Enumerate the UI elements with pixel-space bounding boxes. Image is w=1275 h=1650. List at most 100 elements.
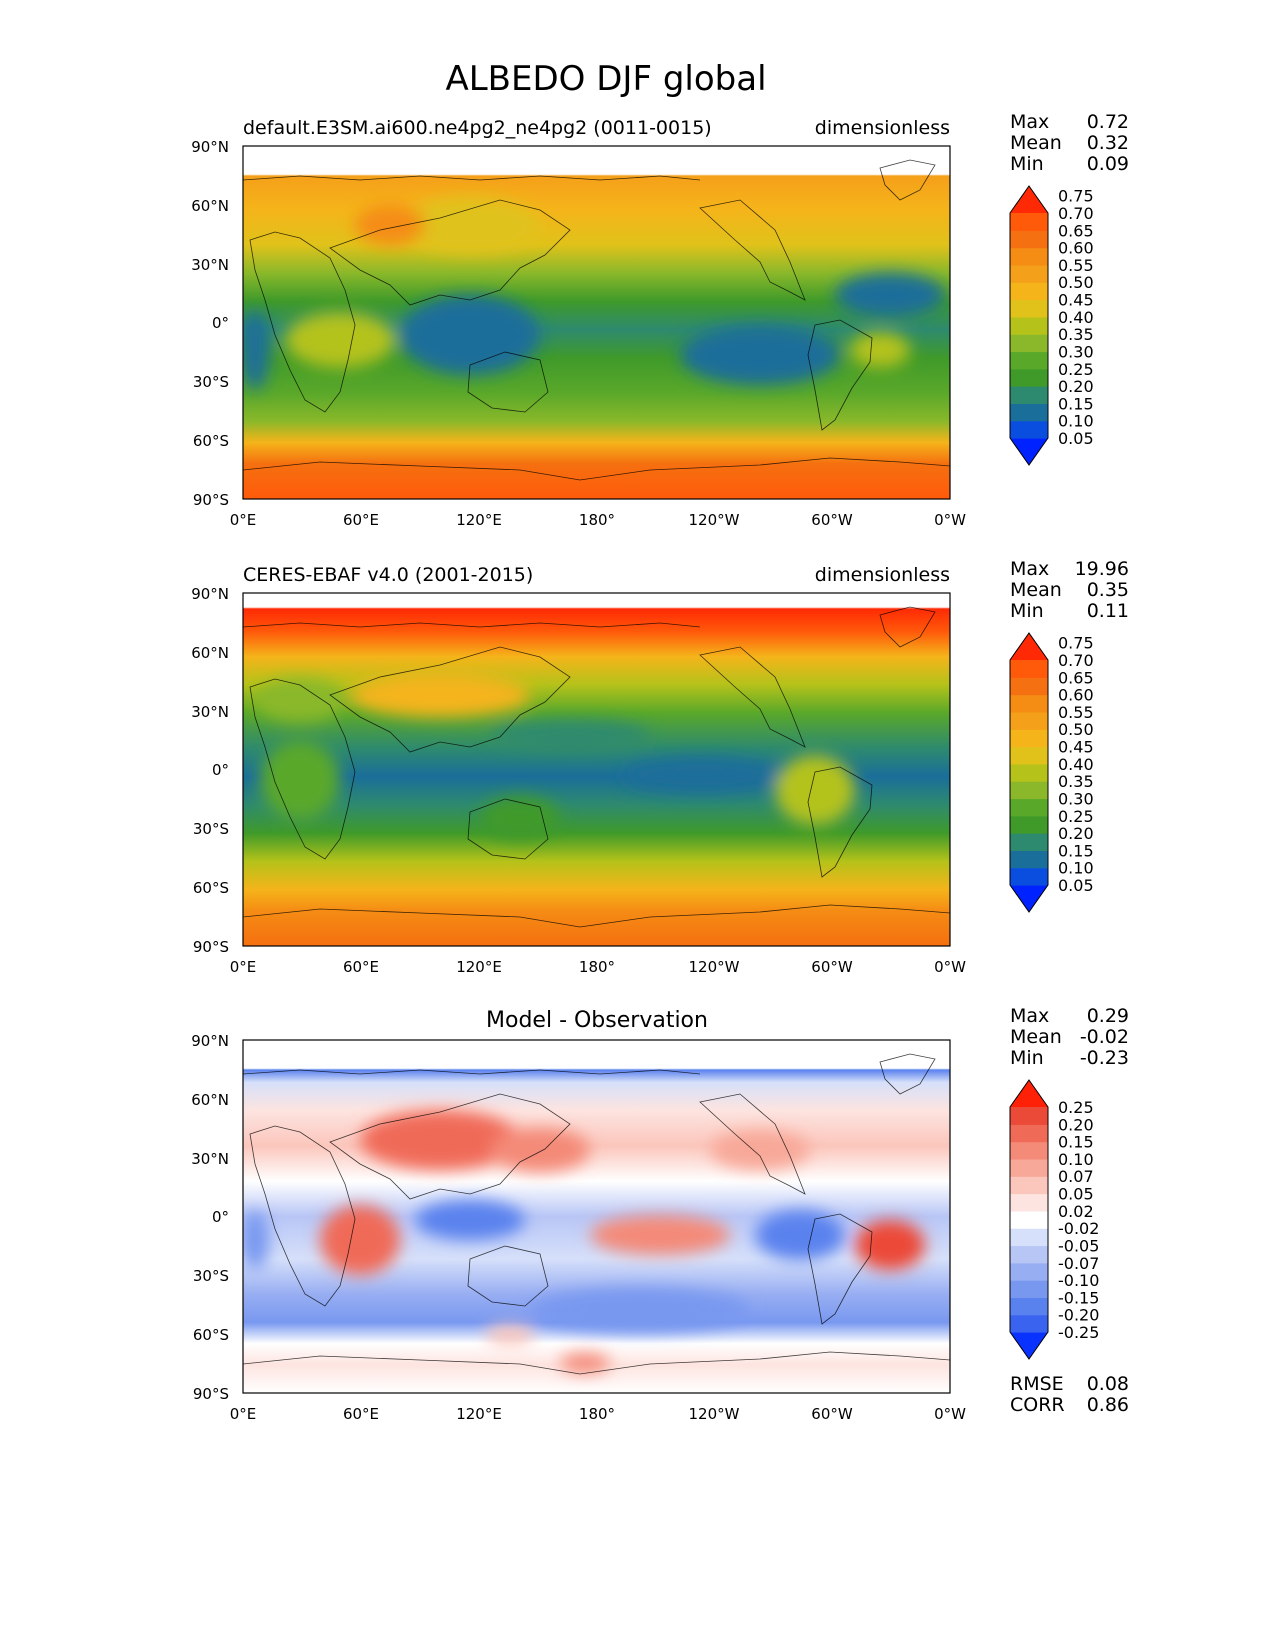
lat-tick-label: 30°N: [191, 256, 229, 274]
panel-test-lat-axis: 90°N 60°N 30°N 0° 30°S 60°S 90°S: [191, 138, 229, 509]
colorbar-segment: [1010, 711, 1048, 730]
colorbar-segment: [1010, 1314, 1048, 1333]
lon-tick-label: 60°E: [343, 958, 379, 976]
panel-difference-lat-axis: 90°N 60°N 30°N 0° 30°S 60°S 90°S: [191, 1032, 229, 1403]
lon-tick-label: 0°W: [934, 1405, 966, 1423]
colorbar-tick-label: 0.30: [1058, 342, 1094, 361]
colorbar-segment: [1010, 1245, 1048, 1264]
colorbar-tick-label: 0.20: [1058, 377, 1094, 396]
colorbar-tick-label: -0.07: [1058, 1254, 1099, 1273]
colorbar-tick-label: -0.10: [1058, 1271, 1099, 1290]
panel-test-colorbar: 0.050.100.150.200.250.300.350.400.450.50…: [1009, 185, 1094, 466]
colorbar-segment: [1010, 815, 1048, 834]
panel-reference-stats: Max 19.96 Mean 0.35 Min 0.11: [1010, 558, 1129, 622]
colorbar-tick-label: 0.75: [1058, 187, 1094, 206]
colorbar-extend-min: [1010, 438, 1048, 465]
colorbar-segment: [1010, 1176, 1048, 1195]
lat-tick-label: 90°N: [191, 138, 229, 156]
colorbar-segment: [1010, 247, 1048, 266]
colorbar-segment: [1010, 299, 1048, 318]
lat-tick-label: 90°S: [193, 1385, 229, 1403]
colorbar-tick-label: 0.35: [1058, 325, 1094, 344]
panel-difference-extra-stats: RMSE 0.08 CORR 0.86: [1010, 1373, 1129, 1416]
colorbar-tick-label: 0.10: [1058, 412, 1094, 431]
stat-value: -0.23: [1080, 1047, 1129, 1069]
colorbar-tick-label: 0.20: [1058, 1115, 1094, 1134]
lat-tick-label: 90°S: [193, 938, 229, 956]
colorbar-tick-label: -0.15: [1058, 1288, 1099, 1307]
panel-test: default.E3SM.ai600.ne4pg2_ne4pg2 (0011-0…: [191, 111, 1129, 529]
colorbar-segment: [1010, 763, 1048, 782]
lon-tick-label: 120°W: [689, 1405, 740, 1423]
colorbar-tick-label: 0.10: [1058, 1150, 1094, 1169]
colorbar-tick-label: 0.10: [1058, 859, 1094, 878]
stat-value: 19.96: [1075, 558, 1129, 580]
colorbar-tick-label: 0.30: [1058, 789, 1094, 808]
colorbar-segment: [1010, 351, 1048, 370]
stat-label: Mean: [1010, 1026, 1062, 1048]
panel-difference-coastlines: [243, 1053, 950, 1375]
colorbar-tick-label: 0.05: [1058, 1185, 1094, 1204]
panel-test-stats: Max 0.72 Mean 0.32 Min 0.09: [1010, 111, 1129, 175]
colorbar-segment: [1010, 386, 1048, 404]
panel-reference-frame: [242, 592, 951, 947]
colorbar-tick-label: 0.55: [1058, 256, 1094, 275]
panel-difference-stats: Max 0.29 Mean -0.02 Min -0.23: [1010, 1005, 1129, 1069]
panel-difference: Model - Observation: [191, 1005, 1129, 1423]
colorbar-tick-label: 0.07: [1058, 1167, 1094, 1186]
lat-tick-label: 60°N: [191, 197, 229, 215]
stat-value: 0.29: [1087, 1005, 1129, 1027]
colorbar-segment: [1010, 282, 1048, 301]
lon-tick-label: 60°E: [343, 1405, 379, 1423]
lon-tick-label: 120°W: [689, 511, 740, 529]
colorbar-segment: [1010, 694, 1048, 713]
corr-label: CORR: [1010, 1394, 1065, 1416]
lat-tick-label: 60°S: [193, 879, 229, 897]
panel-test-frame: [242, 145, 951, 500]
colorbar-tick-label: 0.45: [1058, 738, 1094, 757]
lon-tick-label: 60°W: [811, 511, 853, 529]
stat-value: 0.32: [1087, 132, 1129, 154]
colorbar-tick-label: -0.02: [1058, 1219, 1099, 1238]
colorbar-tick-label: 0.15: [1058, 1133, 1094, 1152]
rmse-value: 0.08: [1087, 1373, 1129, 1395]
panel-difference-field-features: [243, 1110, 925, 1373]
colorbar-tick-label: 0.45: [1058, 291, 1094, 310]
colorbar-segment: [1010, 781, 1048, 800]
colorbar-segment: [1010, 1107, 1048, 1125]
lon-tick-label: 120°E: [456, 958, 502, 976]
colorbar-tick-label: -0.25: [1058, 1323, 1099, 1342]
colorbar-segment: [1010, 833, 1048, 851]
panel-reference-colorbar: 0.050.100.150.200.250.300.350.400.450.50…: [1009, 632, 1094, 913]
colorbar-segment: [1010, 867, 1048, 886]
colorbar-segment: [1010, 1158, 1048, 1177]
stat-label: Max: [1010, 111, 1049, 133]
stat-label: Min: [1010, 153, 1044, 175]
lat-tick-label: 90°N: [191, 1032, 229, 1050]
panel-test-map: [243, 146, 950, 499]
colorbar-tick-label: 0.60: [1058, 686, 1094, 705]
corr-value: 0.86: [1087, 1394, 1129, 1416]
colorbar-tick-label: 0.50: [1058, 273, 1094, 292]
panel-reference: CERES-EBAF v4.0 (2001-2015) dimensionles…: [191, 558, 1129, 976]
panel-difference-frame: [242, 1039, 951, 1394]
colorbar-segment: [1010, 746, 1048, 765]
stat-label: Min: [1010, 1047, 1044, 1069]
colorbar-segment: [1010, 1124, 1048, 1143]
stat-value: 0.72: [1087, 111, 1129, 133]
panel-test-title-right: dimensionless: [815, 117, 950, 139]
colorbar-extend-max: [1010, 633, 1048, 660]
colorbar-segment: [1010, 660, 1048, 678]
colorbar-tick-label: 0.25: [1058, 1098, 1094, 1117]
stat-label: Max: [1010, 558, 1049, 580]
panel-reference-map: [243, 593, 950, 946]
colorbar-tick-label: 0.15: [1058, 394, 1094, 413]
colorbar-segment: [1010, 850, 1048, 869]
colorbar-tick-label: 0.65: [1058, 221, 1094, 240]
colorbar-tick-label: 0.60: [1058, 239, 1094, 258]
rmse-label: RMSE: [1010, 1373, 1064, 1395]
panel-test-coastlines: [243, 159, 950, 481]
colorbar-segment: [1010, 1141, 1048, 1160]
lon-tick-label: 120°E: [456, 1405, 502, 1423]
lat-tick-label: 0°: [212, 761, 229, 779]
